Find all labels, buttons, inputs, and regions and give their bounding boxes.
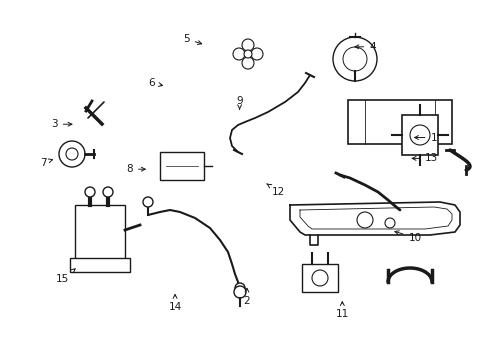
Circle shape [242,57,253,69]
Circle shape [142,197,153,207]
Text: 4: 4 [354,42,375,52]
Circle shape [103,187,113,197]
Text: 9: 9 [236,96,243,109]
Circle shape [234,286,245,298]
Circle shape [311,270,327,286]
Circle shape [232,48,244,60]
Circle shape [66,148,78,160]
Text: 12: 12 [266,184,285,197]
Text: 5: 5 [183,34,201,45]
Circle shape [242,39,253,51]
Text: 14: 14 [168,294,182,312]
FancyBboxPatch shape [70,258,130,272]
Text: 1: 1 [414,132,436,143]
Text: 2: 2 [243,288,250,306]
Circle shape [384,218,394,228]
FancyBboxPatch shape [302,264,337,292]
Text: 8: 8 [126,164,145,174]
FancyBboxPatch shape [401,115,437,155]
Text: 11: 11 [335,302,348,319]
Circle shape [332,37,376,81]
Text: 13: 13 [411,153,437,163]
FancyBboxPatch shape [160,152,203,180]
FancyBboxPatch shape [75,205,125,260]
Circle shape [342,47,366,71]
Circle shape [59,141,85,167]
Circle shape [356,212,372,228]
Circle shape [250,48,263,60]
Circle shape [409,125,429,145]
Text: 15: 15 [56,269,75,284]
FancyBboxPatch shape [347,100,451,144]
Circle shape [244,50,251,58]
Text: 3: 3 [51,119,72,129]
Circle shape [85,187,95,197]
Circle shape [235,283,244,293]
Text: 7: 7 [40,158,53,168]
Text: 10: 10 [394,231,421,243]
Text: 6: 6 [148,78,162,88]
